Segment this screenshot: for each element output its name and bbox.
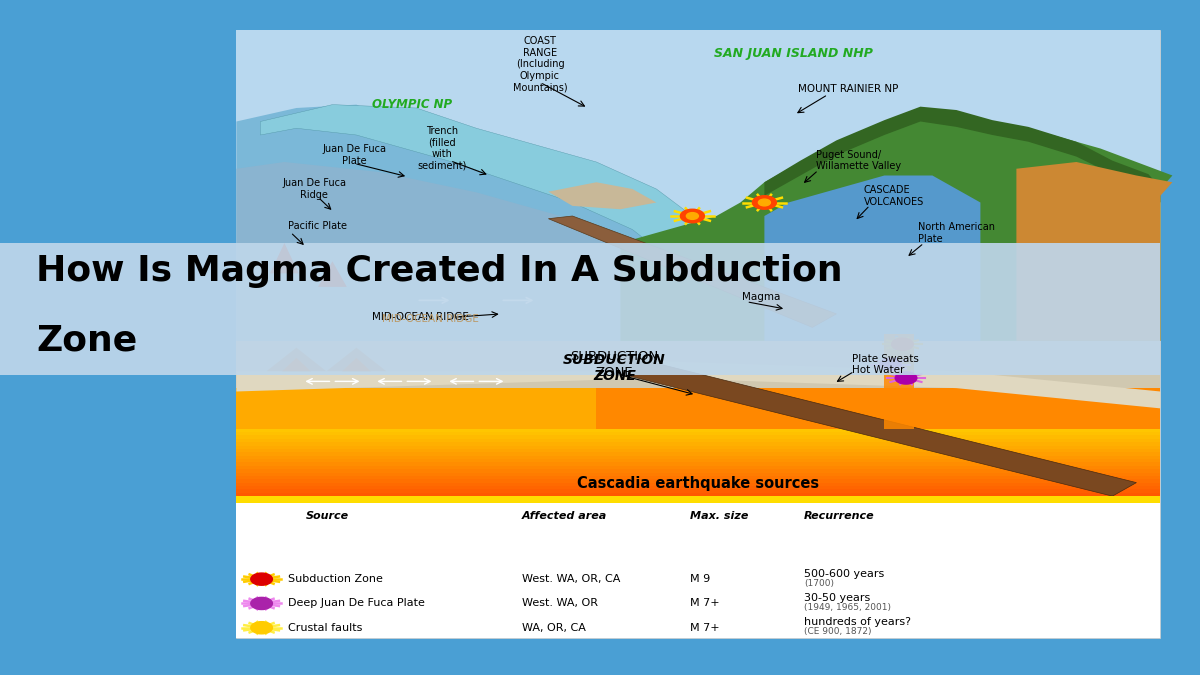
Polygon shape bbox=[318, 261, 347, 287]
Polygon shape bbox=[596, 354, 1136, 496]
Text: Recurrence: Recurrence bbox=[804, 511, 875, 521]
Text: Source: Source bbox=[306, 511, 349, 521]
Polygon shape bbox=[236, 361, 1160, 408]
Text: Magma: Magma bbox=[742, 292, 780, 302]
Text: West. WA, OR, CA: West. WA, OR, CA bbox=[522, 574, 620, 584]
Text: Zone: Zone bbox=[36, 324, 137, 358]
Circle shape bbox=[686, 213, 698, 219]
Text: M 7+: M 7+ bbox=[690, 623, 720, 632]
Text: West. WA, OR: West. WA, OR bbox=[522, 599, 598, 608]
FancyBboxPatch shape bbox=[236, 431, 1160, 435]
FancyBboxPatch shape bbox=[236, 472, 1160, 476]
Circle shape bbox=[251, 622, 272, 634]
FancyBboxPatch shape bbox=[236, 462, 1160, 466]
FancyBboxPatch shape bbox=[236, 475, 1160, 479]
Text: MID-OCEAN RIDGE: MID-OCEAN RIDGE bbox=[382, 315, 479, 324]
FancyBboxPatch shape bbox=[236, 458, 1160, 462]
FancyBboxPatch shape bbox=[236, 479, 1160, 483]
Text: Affected area: Affected area bbox=[522, 511, 607, 521]
Text: Trench
(filled
with
sediment): Trench (filled with sediment) bbox=[416, 126, 467, 171]
Circle shape bbox=[680, 209, 704, 223]
Text: Max. size: Max. size bbox=[690, 511, 749, 521]
Polygon shape bbox=[620, 108, 1172, 341]
Text: 500-600 years: 500-600 years bbox=[804, 569, 884, 578]
FancyBboxPatch shape bbox=[236, 30, 1160, 341]
Text: COAST
RANGE
(Including
Olympic
Mountains): COAST RANGE (Including Olympic Mountains… bbox=[512, 36, 568, 92]
Polygon shape bbox=[764, 176, 980, 341]
Text: North American
Plate: North American Plate bbox=[918, 222, 995, 244]
Text: (CE 900, 1872): (CE 900, 1872) bbox=[804, 627, 871, 637]
Text: SAN JUAN ISLAND NHP: SAN JUAN ISLAND NHP bbox=[714, 47, 872, 61]
FancyBboxPatch shape bbox=[236, 448, 1160, 452]
Polygon shape bbox=[282, 358, 311, 371]
FancyBboxPatch shape bbox=[236, 496, 1160, 503]
Circle shape bbox=[892, 338, 913, 350]
FancyBboxPatch shape bbox=[236, 428, 1160, 432]
FancyBboxPatch shape bbox=[236, 482, 1160, 486]
FancyBboxPatch shape bbox=[236, 435, 1160, 439]
Text: Deep Juan De Fuca Plate: Deep Juan De Fuca Plate bbox=[288, 599, 425, 608]
Text: WA, OR, CA: WA, OR, CA bbox=[522, 623, 586, 632]
FancyBboxPatch shape bbox=[236, 489, 1160, 493]
Circle shape bbox=[752, 196, 776, 209]
FancyBboxPatch shape bbox=[236, 485, 1160, 489]
Text: Cascadia earthquake sources: Cascadia earthquake sources bbox=[577, 476, 820, 491]
Text: hundreds of years?: hundreds of years? bbox=[804, 618, 911, 627]
FancyBboxPatch shape bbox=[236, 438, 1160, 442]
Circle shape bbox=[880, 358, 901, 371]
Polygon shape bbox=[266, 348, 326, 371]
FancyBboxPatch shape bbox=[236, 465, 1160, 469]
Text: (1949, 1965, 2001): (1949, 1965, 2001) bbox=[804, 603, 890, 612]
Polygon shape bbox=[1016, 162, 1172, 341]
Text: Plate Sweats
Hot Water: Plate Sweats Hot Water bbox=[852, 354, 919, 375]
FancyBboxPatch shape bbox=[236, 496, 1160, 638]
Text: MOUNT RAINIER NP: MOUNT RAINIER NP bbox=[798, 84, 899, 94]
FancyBboxPatch shape bbox=[236, 388, 1160, 429]
Circle shape bbox=[251, 573, 272, 585]
Text: M 9: M 9 bbox=[690, 574, 710, 584]
Text: Puget Sound/
Willamette Valley: Puget Sound/ Willamette Valley bbox=[816, 150, 901, 171]
FancyBboxPatch shape bbox=[236, 468, 1160, 472]
FancyBboxPatch shape bbox=[236, 341, 1160, 429]
Polygon shape bbox=[764, 107, 1160, 202]
FancyBboxPatch shape bbox=[236, 441, 1160, 446]
Text: Juan De Fuca
Ridge: Juan De Fuca Ridge bbox=[282, 178, 347, 200]
Circle shape bbox=[251, 597, 272, 610]
Text: Subduction Zone: Subduction Zone bbox=[288, 574, 383, 584]
Text: Crustal faults: Crustal faults bbox=[288, 623, 362, 632]
Text: (1700): (1700) bbox=[804, 578, 834, 588]
Text: MID-OCEAN RIDGE: MID-OCEAN RIDGE bbox=[372, 313, 469, 322]
Polygon shape bbox=[236, 162, 668, 341]
Polygon shape bbox=[326, 348, 386, 371]
Polygon shape bbox=[236, 105, 692, 341]
Text: CASCADE
VOLCANOES: CASCADE VOLCANOES bbox=[864, 185, 924, 207]
FancyBboxPatch shape bbox=[884, 334, 914, 429]
Polygon shape bbox=[548, 182, 656, 209]
Text: Juan De Fuca
Plate: Juan De Fuca Plate bbox=[322, 144, 386, 166]
Circle shape bbox=[895, 372, 917, 384]
FancyBboxPatch shape bbox=[236, 30, 1160, 638]
Polygon shape bbox=[260, 105, 716, 258]
Polygon shape bbox=[236, 388, 596, 429]
Text: SUBDUCTION
ZONE: SUBDUCTION ZONE bbox=[570, 350, 659, 379]
Polygon shape bbox=[270, 243, 299, 273]
FancyBboxPatch shape bbox=[236, 452, 1160, 456]
Polygon shape bbox=[342, 358, 371, 371]
FancyBboxPatch shape bbox=[236, 455, 1160, 459]
Text: How Is Magma Created In A Subduction: How Is Magma Created In A Subduction bbox=[36, 254, 842, 288]
Text: OLYMPIC NP: OLYMPIC NP bbox=[372, 98, 452, 111]
FancyBboxPatch shape bbox=[0, 243, 1160, 375]
Text: SUBDUCTION
ZONE: SUBDUCTION ZONE bbox=[563, 353, 666, 383]
Polygon shape bbox=[548, 216, 836, 327]
Circle shape bbox=[758, 199, 770, 206]
Text: 30-50 years: 30-50 years bbox=[804, 593, 870, 603]
FancyBboxPatch shape bbox=[236, 445, 1160, 449]
FancyBboxPatch shape bbox=[236, 492, 1160, 496]
Text: Pacific Plate: Pacific Plate bbox=[288, 221, 347, 231]
Text: M 7+: M 7+ bbox=[690, 599, 720, 608]
